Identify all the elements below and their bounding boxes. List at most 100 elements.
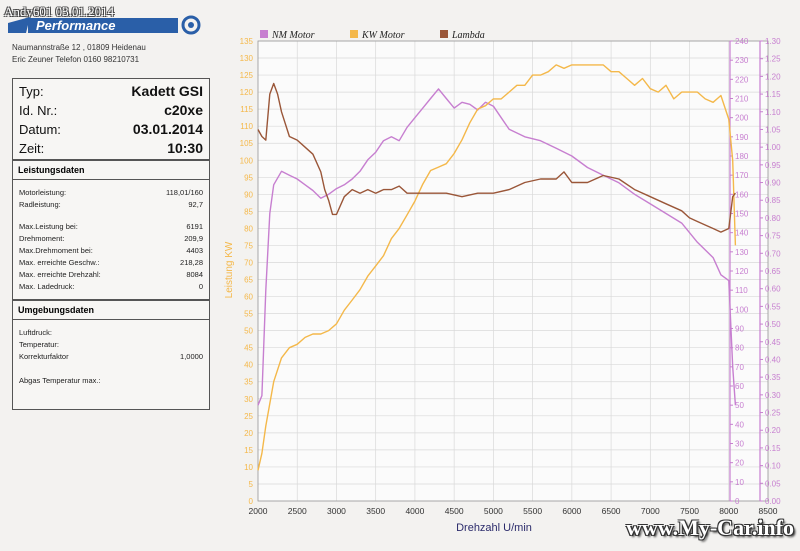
y-lambda-tick-label: 0.45 xyxy=(765,338,781,347)
legend-swatch xyxy=(260,30,268,38)
data-row: Max.Drehmoment bei: 4403 xyxy=(19,246,203,255)
y-lambda-tick-label: 0.40 xyxy=(765,355,781,364)
y-left-tick-label: 60 xyxy=(244,293,253,302)
y-nm-tick-label: 210 xyxy=(735,95,749,104)
y-lambda-tick-label: 0.75 xyxy=(765,232,781,241)
y-nm-tick-label: 90 xyxy=(735,325,744,334)
series-line xyxy=(257,64,737,471)
y-lambda-tick-label: 0.60 xyxy=(765,285,781,294)
y-lambda-tick-label: 0.05 xyxy=(765,479,781,488)
y-left-axis-title: Leistung KW xyxy=(224,241,235,298)
svg-text:Performance: Performance xyxy=(36,18,115,33)
performance-logo: Performance xyxy=(8,15,201,35)
y-nm-tick-label: 130 xyxy=(735,248,749,257)
y-lambda-tick-label: 1.20 xyxy=(765,72,781,81)
data-row: Temperatur: xyxy=(19,340,60,349)
y-nm-tick-label: 40 xyxy=(735,420,744,429)
y-lambda-tick-label: 0.30 xyxy=(765,391,781,400)
series-line xyxy=(257,88,737,406)
data-row: Max. Ladedruck: 0 xyxy=(19,282,203,291)
y-lambda-tick-label: 0.25 xyxy=(765,409,781,418)
x-tick-label: 3000 xyxy=(327,506,346,516)
y-nm-tick-label: 160 xyxy=(735,190,749,199)
y-left-tick-label: 125 xyxy=(240,71,254,80)
x-tick-label: 6000 xyxy=(562,506,581,516)
y-nm-tick-label: 0 xyxy=(735,497,740,506)
company-contact-line: Eric Zeuner Telefon 0160 98210731 xyxy=(12,55,140,64)
y-left-tick-label: 10 xyxy=(244,463,253,472)
y-lambda-tick-label: 1.05 xyxy=(765,125,781,134)
company-address: Naumannstraße 12 , 01809 Heidenau Eric Z… xyxy=(12,42,146,66)
y-left-tick-label: 65 xyxy=(244,276,253,285)
y-left-tick-label: 105 xyxy=(240,139,254,148)
y-left-tick-label: 120 xyxy=(240,88,254,97)
plot-area xyxy=(258,41,768,501)
x-tick-label: 5500 xyxy=(523,506,542,516)
y-lambda-tick-label: 0.95 xyxy=(765,161,781,170)
y-nm-tick-label: 170 xyxy=(735,171,749,180)
y-lambda-tick-label: 0.55 xyxy=(765,302,781,311)
data-row: Motorleistung: 118,01/160 xyxy=(19,188,203,197)
x-tick-label: 6500 xyxy=(602,506,621,516)
x-tick-label: 7500 xyxy=(680,506,699,516)
y-nm-tick-label: 70 xyxy=(735,363,744,372)
y-left-tick-label: 115 xyxy=(240,105,253,114)
vehicle-row: Id. Nr.: c20xe xyxy=(19,102,203,118)
header-overlay-text: Andy601 03.01.2014 xyxy=(4,4,115,19)
y-left-tick-label: 90 xyxy=(244,190,253,199)
vehicle-row: Datum: 03.01.2014 xyxy=(19,121,203,137)
y-left-tick-label: 80 xyxy=(244,224,253,233)
watermark-text: www.My-Car.info xyxy=(626,515,794,540)
data-row: Abgas Temperatur max.: xyxy=(19,376,101,385)
y-left-tick-label: 100 xyxy=(240,156,254,165)
data-row: Max. erreichte Geschw.: 218,28 xyxy=(19,258,203,267)
y-left-tick-label: 40 xyxy=(244,361,253,370)
x-tick-label: 2000 xyxy=(249,506,268,516)
y-left-tick-label: 0 xyxy=(249,497,254,506)
y-nm-tick-label: 50 xyxy=(735,401,744,410)
y-nm-tick-label: 220 xyxy=(735,75,749,84)
y-left-tick-label: 15 xyxy=(244,446,253,455)
data-row: Drehmoment: 209,9 xyxy=(19,234,203,243)
y-lambda-tick-label: 1.00 xyxy=(765,143,781,152)
legend-swatch xyxy=(440,30,448,38)
y-lambda-tick-label: 0.65 xyxy=(765,267,781,276)
environment-title: Umgebungsdaten xyxy=(13,301,209,320)
legend-label: KW Motor xyxy=(361,30,405,41)
x-tick-label: 4000 xyxy=(405,506,424,516)
x-tick-label: 5000 xyxy=(484,506,503,516)
vehicle-row: Zeit: 10:30 xyxy=(19,140,203,156)
y-lambda-tick-label: 1.30 xyxy=(765,37,781,46)
data-row: Max.Leistung bei: 6191 xyxy=(19,222,203,231)
data-row: Radleistung: 92,7 xyxy=(19,200,203,209)
y-lambda-tick-label: 1.10 xyxy=(765,108,781,117)
y-lambda-tick-label: 0.20 xyxy=(765,426,781,435)
performance-data-panel: Leistungsdaten Motorleistung: 118,01/160 … xyxy=(12,160,210,300)
y-lambda-tick-label: 0.35 xyxy=(765,373,781,382)
data-row: Luftdruck: xyxy=(19,328,52,337)
legend-swatch xyxy=(350,30,358,38)
y-left-tick-label: 95 xyxy=(244,173,253,182)
x-tick-label: 4500 xyxy=(445,506,464,516)
y-nm-tick-label: 110 xyxy=(735,286,748,295)
y-left-tick-label: 110 xyxy=(240,122,253,131)
y-lambda-tick-label: 0.10 xyxy=(765,462,781,471)
y-left-tick-label: 70 xyxy=(244,258,253,267)
y-left-tick-label: 50 xyxy=(244,327,253,336)
y-lambda-tick-label: 0.00 xyxy=(765,497,781,506)
y-left-tick-label: 75 xyxy=(244,241,253,250)
y-left-tick-label: 85 xyxy=(244,207,253,216)
y-left-tick-label: 130 xyxy=(240,54,254,63)
y-lambda-tick-label: 0.15 xyxy=(765,444,781,453)
plot-frame xyxy=(257,40,769,502)
y-left-tick-label: 5 xyxy=(249,480,254,489)
y-left-tick-label: 55 xyxy=(244,310,253,319)
vehicle-row: Typ: Kadett GSI xyxy=(19,83,203,99)
y-left-tick-label: 25 xyxy=(244,412,253,421)
y-left-tick-label: 30 xyxy=(244,395,253,404)
performance-title: Leistungsdaten xyxy=(13,161,209,180)
x-tick-label: 7000 xyxy=(641,506,660,516)
y-nm-tick-label: 10 xyxy=(735,478,744,487)
y-nm-tick-label: 180 xyxy=(735,152,749,161)
